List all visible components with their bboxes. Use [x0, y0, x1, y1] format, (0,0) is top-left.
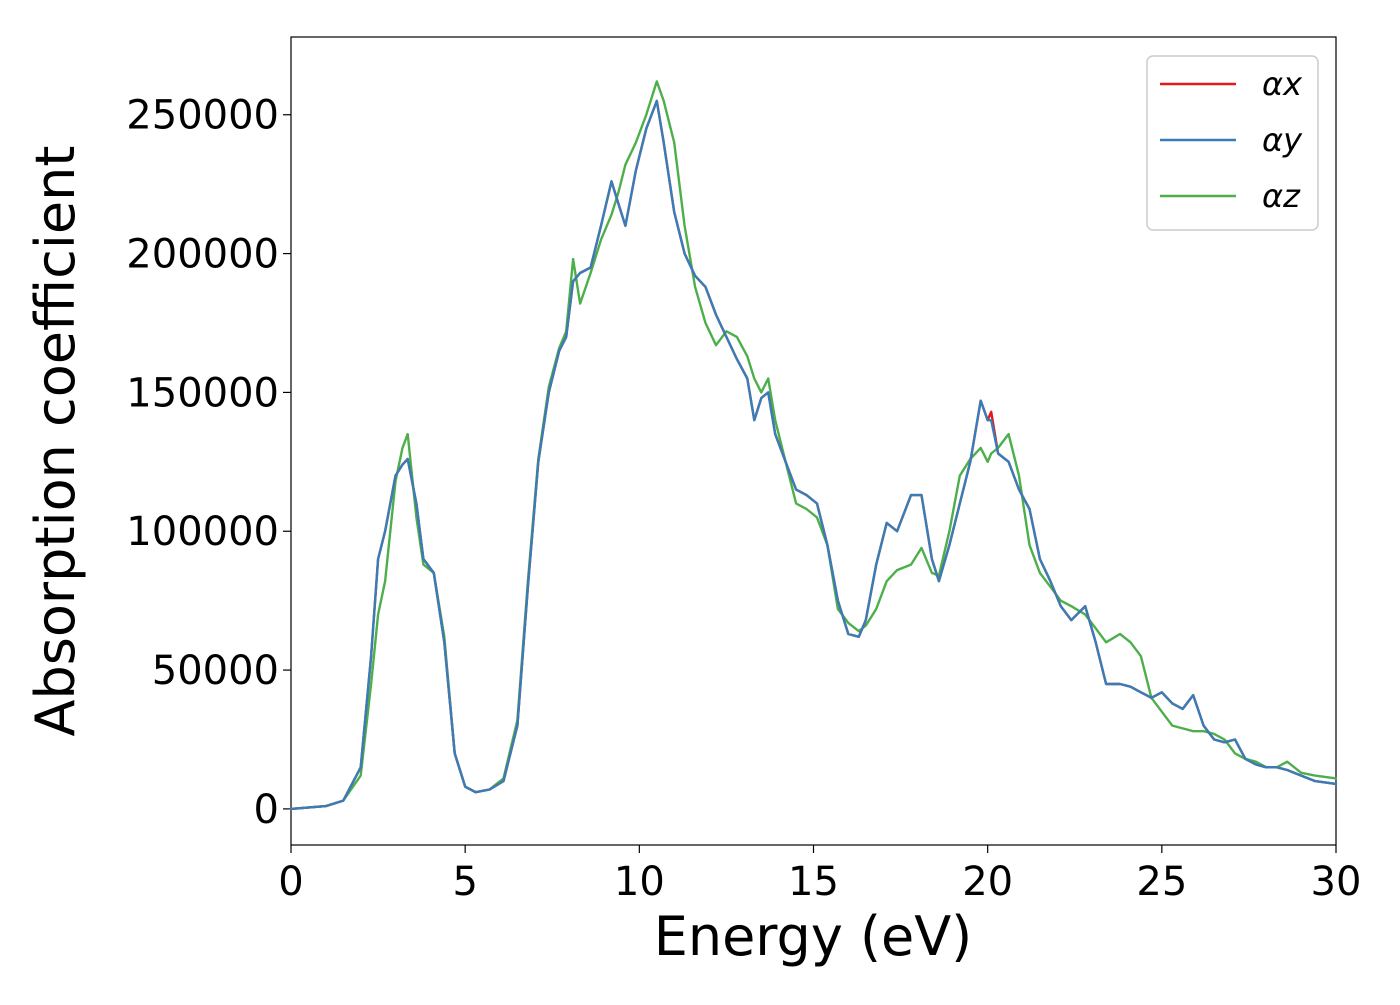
- y-tick-label: 150000: [126, 370, 279, 416]
- y-axis-label: Absorption coefficient: [24, 146, 87, 737]
- x-tick-label: 0: [278, 859, 303, 905]
- x-tick-label: 5: [452, 859, 477, 905]
- y-tick-label: 0: [254, 787, 279, 833]
- x-tick-label: 25: [1136, 859, 1187, 905]
- x-axis-label: Energy (eV): [654, 905, 973, 968]
- legend-box: [1146, 55, 1319, 231]
- y-tick-label: 200000: [126, 232, 279, 278]
- y-tick-label: 250000: [126, 93, 279, 139]
- x-tick-label: 15: [788, 859, 839, 905]
- series-line-alpha-y: [289, 99, 1338, 811]
- legend-items: αx αy αz: [1160, 65, 1303, 215]
- y-tick-label: 50000: [152, 648, 279, 694]
- y-tick-label: 100000: [126, 509, 279, 555]
- legend-label: αz: [1262, 177, 1301, 215]
- series-lines: [289, 80, 1338, 811]
- y-axis-ticks: 0 50000 100000 150000 200000 250000: [126, 93, 291, 833]
- legend-label: αx: [1262, 65, 1303, 103]
- legend: αx αy αz: [1146, 55, 1319, 231]
- x-axis-ticks: 0 5 10 15 20 25 30: [278, 845, 1361, 905]
- x-tick-label: 10: [614, 859, 665, 905]
- x-tick-label: 30: [1311, 859, 1362, 905]
- x-tick-label: 20: [962, 859, 1013, 905]
- legend-label: αy: [1262, 121, 1303, 159]
